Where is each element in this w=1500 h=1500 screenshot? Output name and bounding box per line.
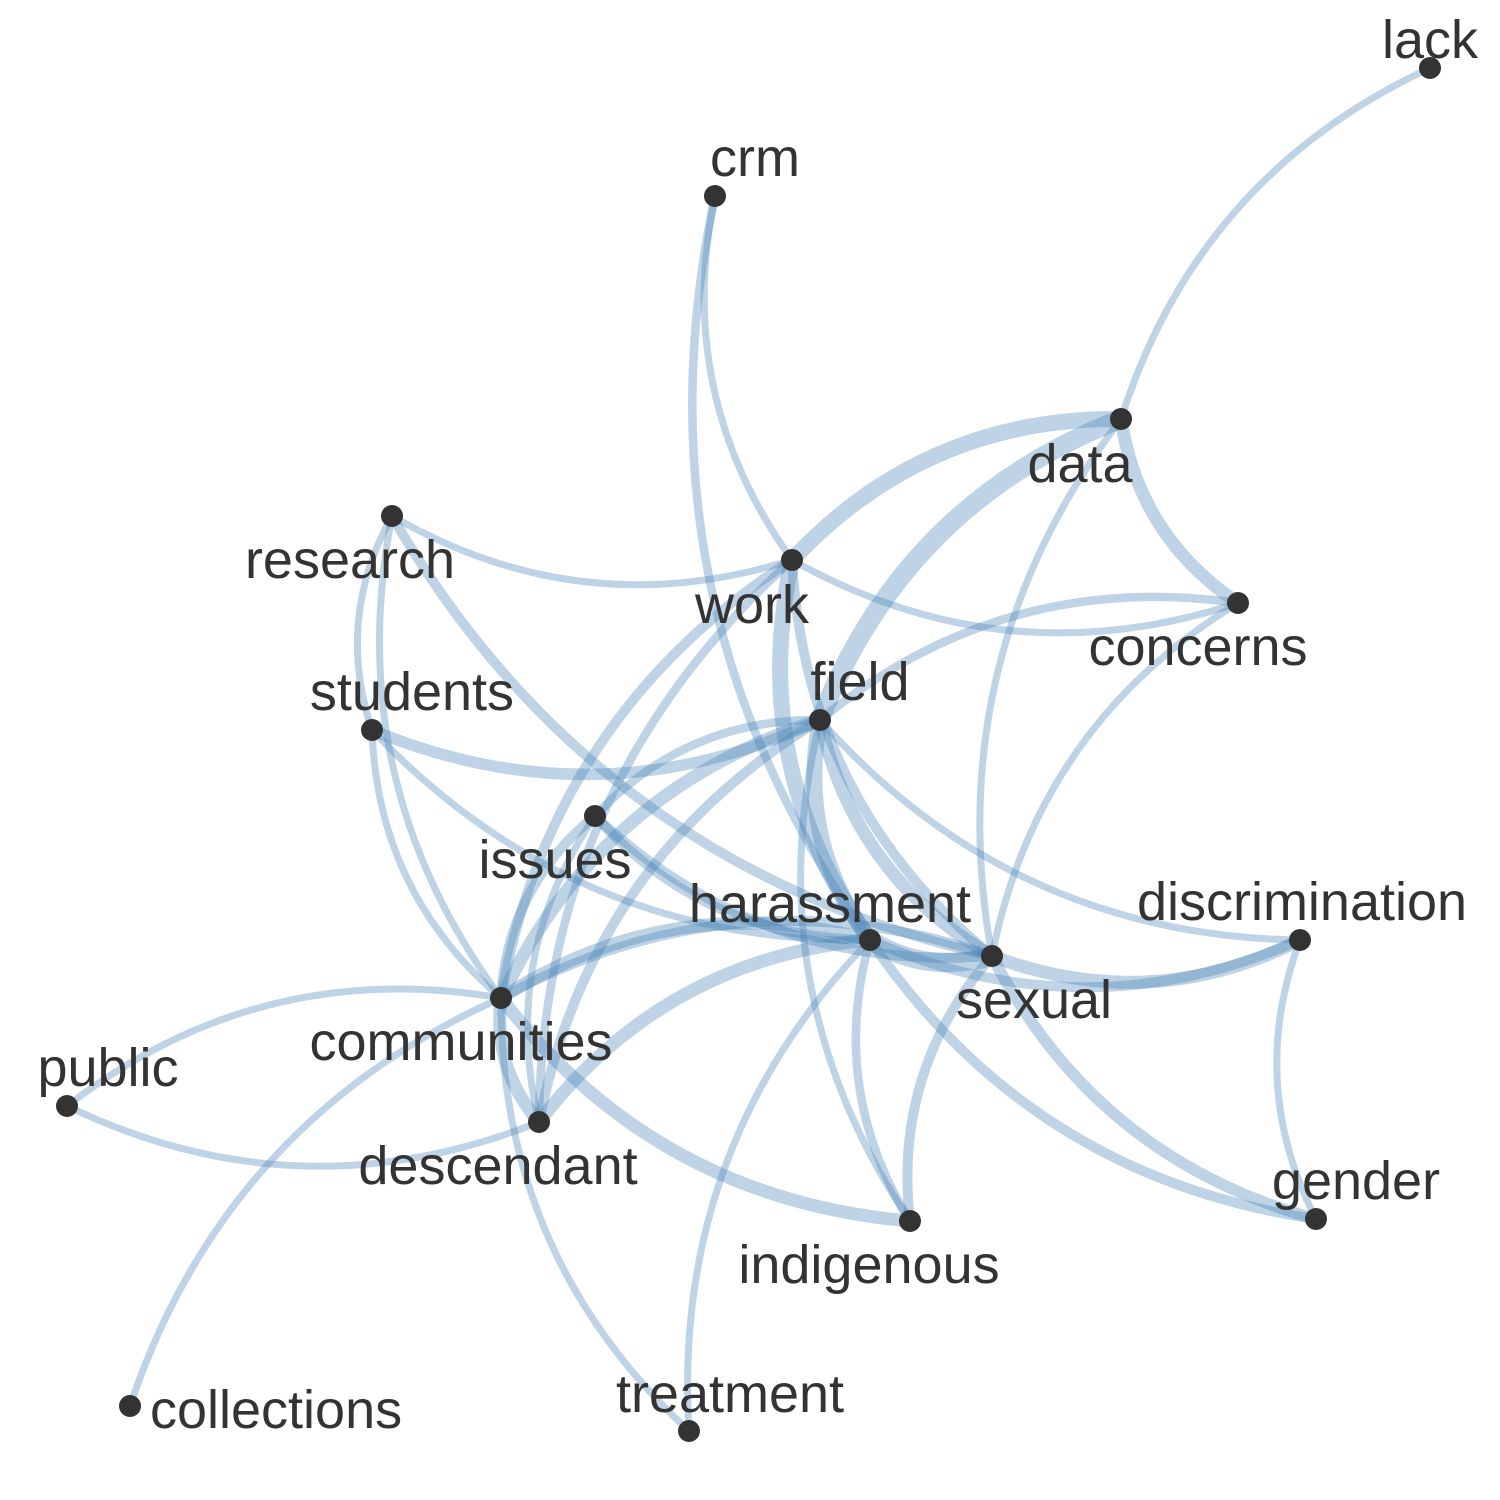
edge-harassment-discrimination <box>865 935 1305 993</box>
node-label-concerns: concerns <box>1088 617 1307 677</box>
edge-work-sexual <box>787 555 997 961</box>
edge-communities-indigenous <box>494 991 917 1228</box>
node-data <box>1110 408 1132 430</box>
node-label-treatment: treatment <box>616 1364 844 1424</box>
node-label-collections: collections <box>150 1380 402 1440</box>
node-label-sexual: sexual <box>956 970 1112 1030</box>
edge-issues-communities <box>496 811 600 1003</box>
edge-research-work <box>388 512 796 589</box>
edge-harassment-indigenous <box>851 935 915 1226</box>
edge-field-sexual <box>813 713 999 963</box>
node-label-work: work <box>694 575 810 635</box>
edge-crm-work <box>700 192 796 564</box>
label-layer: lack crm data research work concerns students f… <box>37 10 1479 1440</box>
node-crm <box>704 185 726 207</box>
node-concerns <box>1227 592 1249 614</box>
node-research <box>381 505 403 527</box>
node-communities <box>490 987 512 1009</box>
edge-data-concerns <box>1114 412 1245 610</box>
edge-research-students <box>353 512 396 734</box>
edge-students-harassment <box>368 726 874 944</box>
edge-discrimination-gender <box>1273 936 1320 1223</box>
node-gender <box>1305 1208 1327 1230</box>
edge-research-communities <box>376 512 505 1002</box>
edge-data-sexual <box>976 415 1125 960</box>
edge-layer <box>63 64 1434 1435</box>
edge-sexual-gender <box>986 950 1322 1225</box>
edge-communities-descendant <box>493 991 546 1129</box>
edge-concerns-field <box>815 592 1243 725</box>
node-label-field: field <box>810 652 909 712</box>
node-issues <box>584 805 606 827</box>
node-label-indigenous: indigenous <box>738 1235 999 1295</box>
node-label-lack: lack <box>1382 10 1479 70</box>
edge-harassment-descendant <box>532 933 877 1129</box>
edge-public-descendant <box>63 1102 543 1170</box>
edge-harassment-gender <box>865 935 1321 1224</box>
node-label-students: students <box>310 662 514 722</box>
node-students <box>361 719 383 741</box>
node-field <box>809 709 831 731</box>
node-public <box>56 1095 78 1117</box>
edge-harassment-sexual <box>860 930 1002 973</box>
edge-issues-descendant <box>524 812 599 1126</box>
edge-communities-treatment <box>497 994 693 1435</box>
node-label-gender: gender <box>1272 1151 1440 1211</box>
edge-field-harassment <box>806 712 878 948</box>
node-label-public: public <box>37 1038 178 1098</box>
node-label-descendant: descendant <box>358 1136 637 1196</box>
edge-data-work <box>784 410 1129 568</box>
edge-communities-public <box>63 985 505 1110</box>
node-descendant <box>528 1111 550 1133</box>
edge-concerns-sexual <box>988 599 1242 960</box>
edge-field-descendant <box>534 715 825 1127</box>
edge-lack-data <box>1117 64 1434 423</box>
edge-research-sexual <box>387 511 997 961</box>
edge-crm-harassment <box>688 191 875 945</box>
edge-field-issues <box>590 715 825 821</box>
edge-students-communities <box>368 726 505 1002</box>
node-collections <box>119 1395 141 1417</box>
node-sexual <box>981 945 1003 967</box>
node-label-discrimination: discrimination <box>1137 872 1467 932</box>
node-label-communities: communities <box>309 1012 612 1072</box>
node-treatment <box>678 1420 700 1442</box>
edge-data-field <box>810 409 1131 730</box>
edge-issues-sexual <box>590 811 997 963</box>
edge-sexual-indigenous <box>902 951 997 1226</box>
edge-issues-harassment <box>590 811 875 945</box>
node-label-research: research <box>245 530 455 590</box>
edge-field-indigenous <box>797 716 914 1225</box>
node-discrimination <box>1289 929 1311 951</box>
node-lack <box>1419 57 1441 79</box>
edge-work-communities <box>496 555 797 1003</box>
edge-field-discrimination <box>816 716 1304 944</box>
edge-sexual-discrimination <box>985 933 1307 989</box>
node-label-issues: issues <box>478 830 631 890</box>
edge-work-harassment <box>772 552 878 948</box>
node-label-data: data <box>1027 434 1133 494</box>
edge-harassment-communities <box>494 916 877 1005</box>
edge-work-concerns <box>788 556 1242 637</box>
edge-communities-collections <box>126 994 505 1410</box>
edge-sexual-communities <box>496 915 997 1003</box>
edge-field-communities <box>494 713 827 1005</box>
node-label-harassment: harassment <box>689 874 971 934</box>
node-label-crm: crm <box>710 128 800 188</box>
edge-students-field <box>366 714 826 781</box>
node-harassment <box>859 929 881 951</box>
node-layer <box>56 57 1441 1442</box>
node-indigenous <box>899 1210 921 1232</box>
node-work <box>781 549 803 571</box>
edge-harassment-treatment <box>684 936 874 1435</box>
